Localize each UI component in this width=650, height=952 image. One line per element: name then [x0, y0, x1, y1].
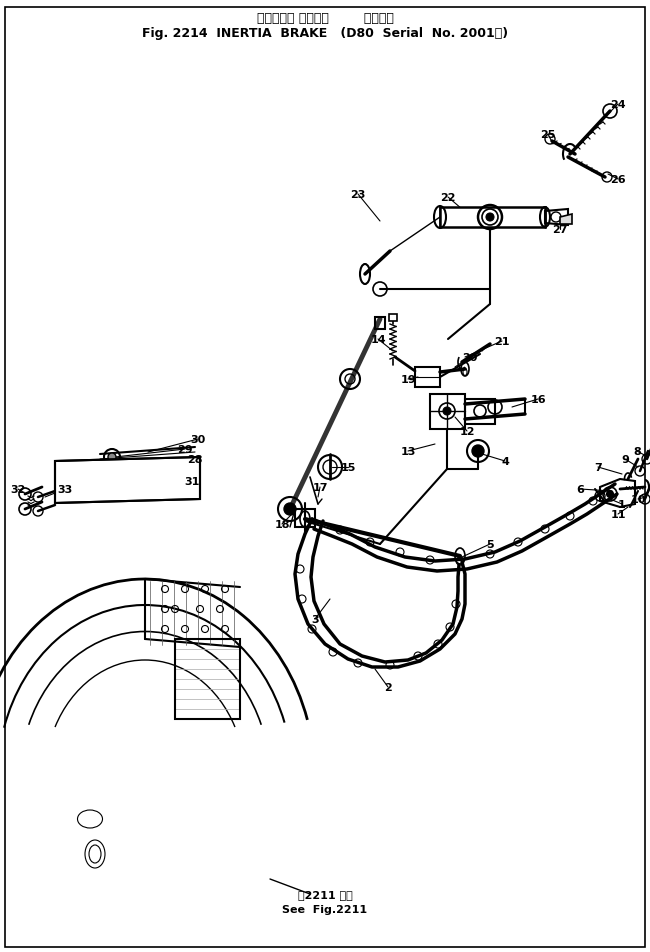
Text: 25: 25 [540, 129, 556, 140]
Text: 15: 15 [341, 463, 356, 472]
Text: 12: 12 [460, 426, 474, 437]
Text: 6: 6 [576, 485, 584, 494]
Circle shape [108, 453, 116, 462]
Circle shape [284, 504, 296, 515]
Text: 11: 11 [610, 509, 626, 520]
Text: 9: 9 [621, 454, 629, 465]
Text: イナーシャ ブレーキ        適用号機: イナーシャ ブレーキ 適用号機 [257, 11, 393, 25]
Text: See  Fig.2211: See Fig.2211 [283, 904, 367, 914]
Polygon shape [560, 215, 572, 225]
Text: 31: 31 [185, 477, 200, 486]
Text: 22: 22 [440, 193, 456, 203]
Text: 33: 33 [57, 485, 73, 494]
Text: 18: 18 [274, 520, 290, 529]
Text: 23: 23 [350, 189, 366, 200]
Text: 1: 1 [618, 500, 626, 509]
Text: 26: 26 [610, 175, 626, 185]
Text: 4: 4 [501, 457, 509, 466]
Text: 14: 14 [370, 335, 386, 345]
Text: 30: 30 [190, 434, 205, 445]
Text: 2: 2 [384, 683, 392, 692]
Text: 24: 24 [610, 100, 626, 109]
Polygon shape [55, 458, 200, 504]
Text: 7: 7 [594, 463, 602, 472]
Text: 19: 19 [400, 374, 416, 385]
Text: 20: 20 [462, 352, 478, 363]
Text: Fig. 2214  INERTIA  BRAKE   (D80  Serial  No. 2001～): Fig. 2214 INERTIA BRAKE (D80 Serial No. … [142, 28, 508, 40]
Circle shape [443, 407, 451, 416]
Text: 27: 27 [552, 225, 567, 235]
Circle shape [606, 491, 614, 498]
Text: 29: 29 [177, 445, 193, 454]
Polygon shape [389, 315, 397, 322]
Text: 10: 10 [630, 494, 645, 505]
Text: 16: 16 [530, 394, 546, 405]
Text: 28: 28 [187, 454, 203, 465]
Circle shape [472, 446, 484, 458]
Ellipse shape [112, 473, 177, 495]
Text: 17: 17 [312, 483, 328, 492]
Circle shape [486, 214, 494, 222]
Polygon shape [440, 208, 545, 228]
Text: 13: 13 [400, 446, 416, 457]
Text: 3: 3 [311, 614, 318, 625]
Text: 32: 32 [10, 485, 26, 494]
Text: 図2211 参照: 図2211 参照 [298, 889, 352, 899]
Text: 8: 8 [633, 446, 641, 457]
Text: 5: 5 [486, 540, 494, 549]
Text: 21: 21 [494, 337, 510, 347]
